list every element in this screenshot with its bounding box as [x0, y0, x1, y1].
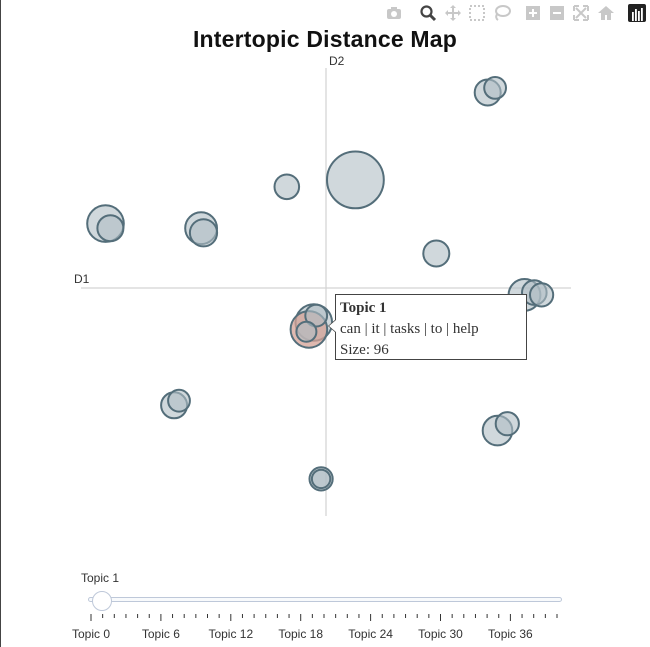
topic-bubble-11[interactable] [529, 282, 555, 308]
zoom-in-icon[interactable] [523, 3, 543, 23]
plotly-logo-icon[interactable] [627, 3, 647, 23]
topic-bubble-21[interactable] [310, 468, 332, 490]
lasso-select-icon[interactable] [492, 3, 512, 23]
topic-bubble-17[interactable] [167, 388, 191, 413]
scatter-plot[interactable]: D1 D2 [0, 0, 650, 560]
slider-step-label[interactable]: Topic 24 [348, 627, 393, 641]
chart-title: Intertopic Distance Map [192, 26, 458, 52]
bubble-layer [86, 76, 555, 492]
topic-bubble-8[interactable] [422, 239, 451, 268]
slider-step-label[interactable]: Topic 6 [141, 627, 180, 641]
slider-current-label: Topic 1 [81, 571, 120, 585]
zoom-out-icon[interactable] [547, 3, 567, 23]
zoom-icon[interactable] [418, 3, 438, 23]
topic-bubble-14[interactable] [304, 303, 329, 328]
x-axis-label: D1 [74, 272, 90, 286]
pan-icon[interactable] [443, 3, 463, 23]
tooltip-pointer-inner [329, 320, 336, 332]
hover-tooltip: Topic 1 can | it | tasks | to | help Siz… [328, 294, 527, 360]
topic-bubble-2[interactable] [326, 150, 385, 210]
slider-step-label[interactable]: Topic 0 [71, 627, 111, 641]
tooltip-title: Topic 1 [340, 300, 387, 316]
topic-bubble-19[interactable] [494, 411, 520, 437]
slider-handle[interactable] [92, 591, 112, 611]
camera-icon[interactable] [384, 3, 404, 23]
topic-bubble-7[interactable] [188, 218, 219, 248]
autoscale-icon[interactable] [571, 3, 591, 23]
topic-bubble-15[interactable] [295, 320, 318, 343]
topic-bubble-3[interactable] [273, 173, 301, 201]
y-axis-label: D2 [329, 54, 345, 68]
slider-rail[interactable] [88, 597, 562, 602]
tooltip-words: can | it | tasks | to | help [340, 321, 479, 337]
box-select-icon[interactable] [467, 3, 487, 23]
tooltip-size: Size: 96 [340, 342, 389, 358]
reset-axes-icon[interactable] [596, 3, 616, 23]
window-edge [0, 0, 1, 647]
topic-bubble-1[interactable] [483, 76, 508, 100]
slider-step-label[interactable]: Topic 36 [488, 627, 533, 641]
slider-step-label[interactable]: Topic 12 [208, 627, 254, 641]
slider-step-label[interactable]: Topic 30 [418, 627, 463, 641]
topic-bubble-5[interactable] [96, 214, 125, 243]
slider-step-label[interactable]: Topic 18 [278, 627, 324, 641]
